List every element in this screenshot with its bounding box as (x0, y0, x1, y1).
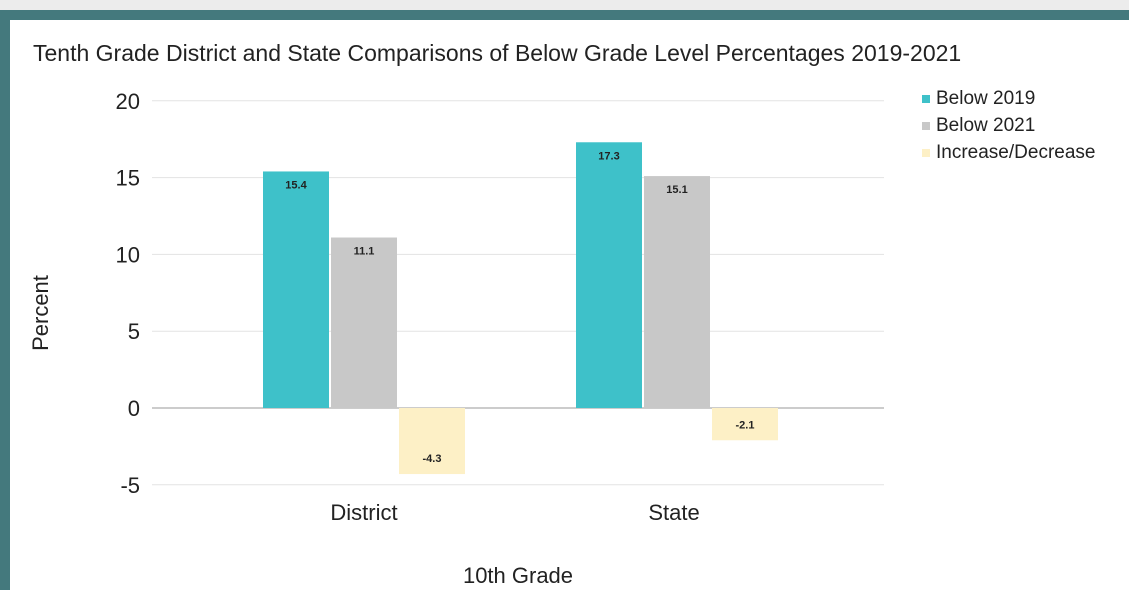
bar-below-2019-state (576, 142, 642, 408)
y-tick-label: 0 (128, 396, 140, 421)
x-axis-label: 10th Grade (463, 563, 573, 588)
chart-title: Tenth Grade District and State Compariso… (33, 40, 962, 66)
legend-entry: Below 2021 (936, 115, 1035, 136)
chart-panel (10, 20, 1129, 590)
y-tick-label: 20 (116, 89, 140, 114)
bar-below-2021-state (644, 176, 710, 408)
legend-entry: Increase/Decrease (936, 142, 1095, 163)
y-tick-label: 10 (116, 242, 140, 267)
bars: 15.4 11.1 -4.3 17.3 15.1 -2.1 (263, 142, 778, 475)
data-label: 15.1 (666, 184, 687, 196)
y-tick-label: 15 (116, 166, 140, 191)
bar-below-2019-district (263, 171, 329, 408)
legend-swatch (922, 122, 930, 130)
bar-increase-decrease-district (399, 408, 465, 475)
y-tick-label: -5 (120, 473, 140, 498)
x-axis-categories: District State (330, 500, 699, 525)
data-label: 11.1 (354, 246, 375, 258)
legend-swatch (922, 95, 930, 103)
y-tick-label: 5 (128, 319, 140, 344)
legend-swatch (922, 149, 930, 157)
x-category-label: District (330, 500, 397, 525)
legend: Below 2019 Below 2021 Increase/Decrease (922, 88, 1095, 163)
bar-increase-decrease-state (712, 408, 778, 441)
data-label: -4.3 (423, 453, 442, 465)
y-axis-ticks: -5 0 5 10 15 20 (116, 89, 140, 498)
legend-entry: Below 2019 (936, 88, 1035, 109)
data-label: -2.1 (736, 419, 755, 431)
data-label: 17.3 (598, 150, 619, 162)
bar-below-2021-district (331, 237, 397, 408)
data-label: 15.4 (285, 179, 307, 191)
y-axis-label: Percent (28, 275, 53, 351)
x-category-label: State (648, 500, 699, 525)
